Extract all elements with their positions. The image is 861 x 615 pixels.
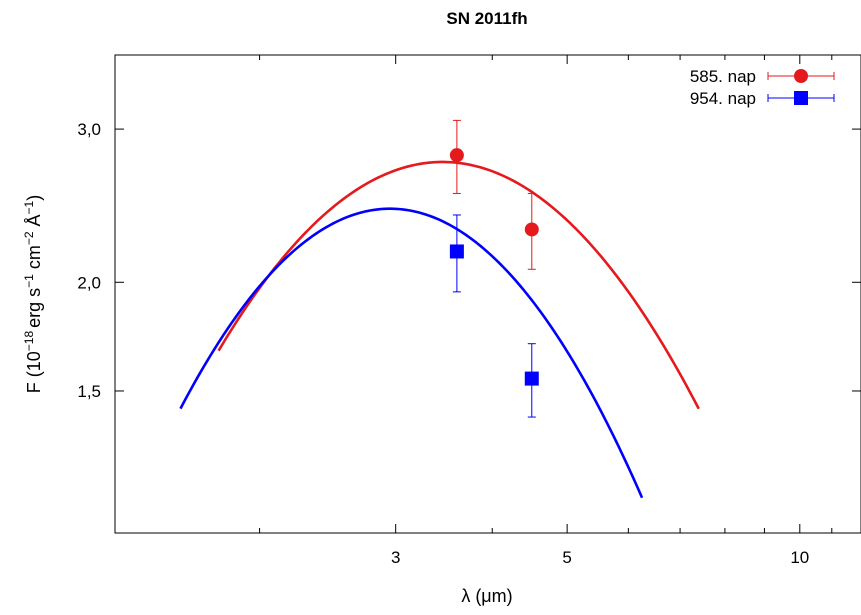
x-tick-label: 3 [391, 548, 400, 567]
legend-label: 954. nap [690, 89, 756, 108]
y-label-exp4: −1 [22, 200, 36, 214]
legend-label: 585. nap [690, 67, 756, 86]
y-tick-label: 1,5 [77, 382, 101, 401]
y-label-exp1: −18 [22, 331, 36, 352]
y-label-exp3: −2 [22, 231, 36, 245]
legend: 585. nap 954. nap [690, 67, 835, 108]
y-label-main: F (10 [24, 351, 44, 393]
data-point [449, 148, 464, 163]
y-axis-label: F (10−18erg s−1 cm−2 Å−1) [22, 195, 44, 393]
x-axis-label: λ (μm) [461, 586, 512, 606]
fit-curve-1 [217, 160, 700, 410]
x-tick-label: 5 [562, 548, 571, 567]
data-point [524, 222, 539, 237]
axis-ticks: 3 5 10 1,5 2,0 3,0 [77, 55, 861, 567]
y-tick-label: 3,0 [77, 120, 101, 139]
data-point [449, 244, 464, 259]
chart-title: SN 2011fh [446, 9, 527, 28]
y-label-ang: Å [24, 214, 44, 231]
legend-marker [794, 69, 808, 83]
y-label-cm: cm [24, 245, 44, 274]
legend-marker [794, 91, 808, 105]
plot-area [179, 119, 700, 499]
y-tick-label: 2,0 [77, 273, 101, 292]
x-tick-label: 10 [790, 548, 809, 567]
y-label-close: ) [24, 195, 44, 201]
y-label-exp2: −1 [22, 274, 36, 288]
data-point [524, 371, 539, 386]
plot-frame [114, 54, 861, 534]
fit-curve-2 [179, 207, 644, 499]
y-label-erg: erg s [24, 288, 44, 328]
